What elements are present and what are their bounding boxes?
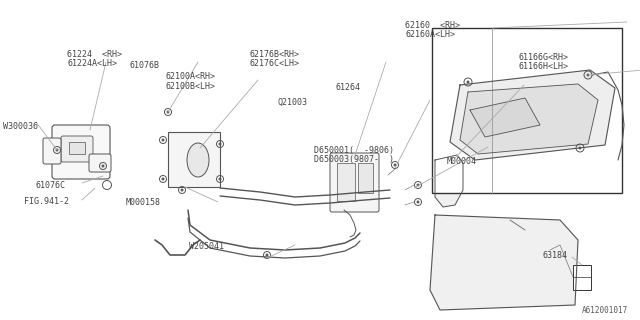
Bar (69, 142, 85, 154)
Polygon shape (460, 84, 598, 154)
FancyBboxPatch shape (43, 138, 61, 164)
FancyBboxPatch shape (61, 136, 93, 162)
Text: 61264: 61264 (335, 83, 360, 92)
Bar (337, 163, 355, 201)
Text: 61224A<LH>: 61224A<LH> (67, 59, 117, 68)
Text: 62160A<LH>: 62160A<LH> (405, 30, 455, 39)
Text: W205041: W205041 (189, 242, 224, 251)
Text: 61166H<LH>: 61166H<LH> (518, 62, 568, 71)
Circle shape (219, 143, 221, 145)
Circle shape (467, 81, 469, 83)
FancyBboxPatch shape (89, 154, 111, 172)
Circle shape (181, 189, 183, 191)
Circle shape (162, 139, 164, 141)
Polygon shape (435, 155, 463, 207)
Text: 62176B<RH>: 62176B<RH> (250, 50, 300, 59)
Circle shape (56, 149, 58, 151)
FancyBboxPatch shape (52, 125, 110, 179)
Text: 62100B<LH>: 62100B<LH> (165, 82, 215, 91)
Text: 61224  <RH>: 61224 <RH> (67, 50, 122, 59)
Polygon shape (470, 98, 540, 137)
Circle shape (417, 201, 419, 203)
Bar (358, 163, 373, 193)
Circle shape (394, 164, 396, 166)
Polygon shape (430, 215, 578, 310)
Circle shape (579, 147, 581, 149)
Text: 61166G<RH>: 61166G<RH> (518, 53, 568, 62)
Text: M000158: M000158 (126, 198, 161, 207)
Ellipse shape (187, 143, 209, 177)
Text: 61076C: 61076C (35, 181, 65, 190)
Circle shape (102, 165, 104, 167)
Text: Q21003: Q21003 (277, 98, 307, 107)
Circle shape (587, 74, 589, 76)
Bar (432, 28, 622, 193)
Text: D650003(9807-  ): D650003(9807- ) (314, 155, 394, 164)
Text: 62100A<RH>: 62100A<RH> (165, 72, 215, 81)
Text: 62160  <RH>: 62160 <RH> (405, 21, 460, 30)
Text: 63184: 63184 (543, 251, 568, 260)
Circle shape (162, 178, 164, 180)
Circle shape (448, 174, 454, 180)
Circle shape (219, 178, 221, 180)
Text: 62176C<LH>: 62176C<LH> (250, 59, 300, 68)
FancyBboxPatch shape (330, 153, 379, 212)
Circle shape (266, 254, 268, 256)
Text: A612001017: A612001017 (582, 306, 628, 315)
Text: 61076B: 61076B (129, 61, 159, 70)
Circle shape (167, 111, 169, 113)
Circle shape (417, 184, 419, 186)
Text: D650001(  -9806): D650001( -9806) (314, 146, 394, 155)
Text: M00004: M00004 (447, 157, 477, 166)
Polygon shape (450, 70, 615, 160)
Text: FIG.941-2: FIG.941-2 (24, 197, 69, 206)
Bar (168, 132, 220, 187)
Bar (573, 265, 591, 290)
Text: W300036: W300036 (3, 122, 38, 131)
